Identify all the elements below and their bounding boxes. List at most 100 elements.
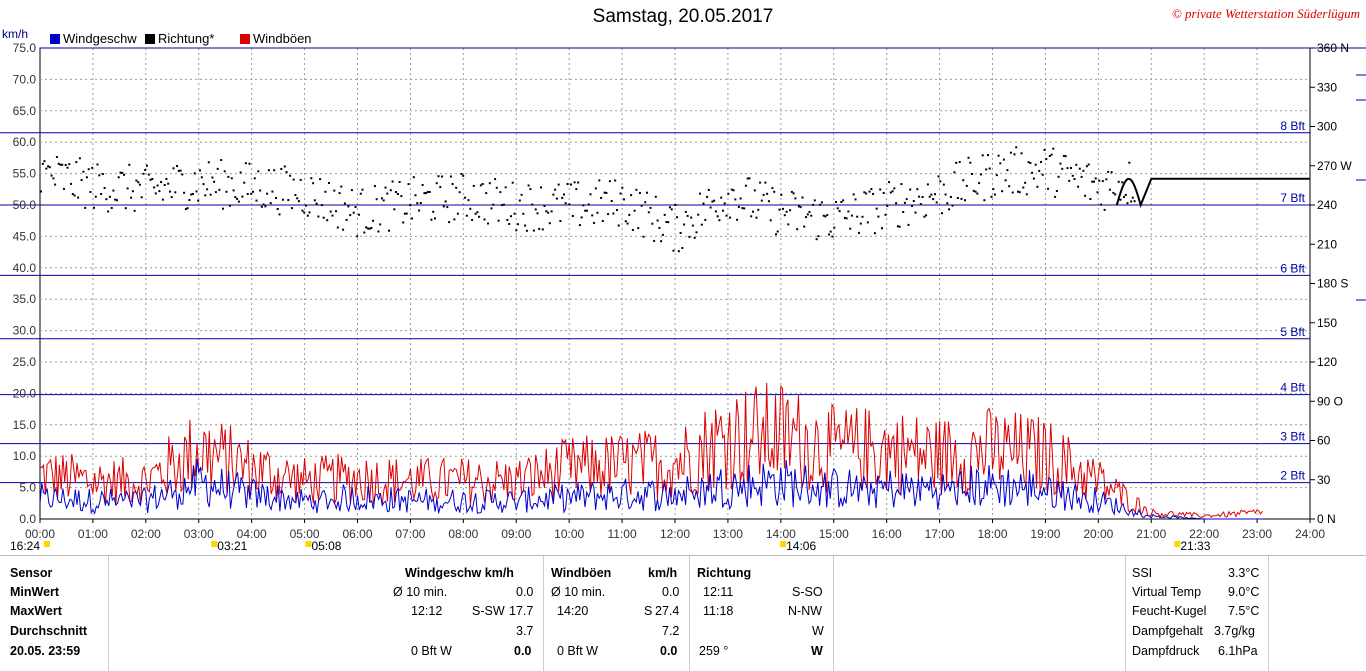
richtung-point: [891, 190, 894, 193]
richtung-point: [306, 214, 309, 217]
richtung-point: [379, 223, 382, 226]
wind-chart: 8 Bft 7 Bft 6 Bft 5 Bft 4 Bft 3 Bft 2 Bft 75.0 7…: [0, 41, 1366, 553]
richtung-point: [616, 209, 618, 211]
richtung-point: [508, 223, 511, 225]
richtung-point: [214, 191, 217, 194]
richtung-point: [1110, 171, 1113, 174]
x-tick-label: 14:00: [766, 527, 796, 541]
richtung-point: [1022, 186, 1025, 189]
richtung-point: [179, 169, 182, 172]
richtung-point: [207, 161, 210, 164]
richtung-point: [759, 181, 762, 184]
richtung-point: [253, 177, 256, 180]
richtung-point: [114, 198, 117, 201]
richtung-point: [840, 201, 843, 203]
richtung-point: [932, 198, 935, 201]
richtung-point: [395, 191, 398, 193]
richtung-point: [577, 181, 580, 184]
richtung-point: [674, 204, 677, 206]
richtung-point: [252, 190, 254, 193]
richtung-point: [956, 197, 959, 199]
y-tick-label: 5.0: [19, 481, 36, 495]
stats-extra-vtemp-label: Virtual Temp: [1132, 585, 1202, 599]
richtung-point: [1114, 193, 1117, 196]
y-tick-label: 30.0: [13, 324, 37, 338]
richtung-point: [1112, 191, 1115, 194]
richtung-point: [176, 165, 178, 167]
richtung-point: [780, 193, 783, 196]
richtung-point: [246, 193, 249, 195]
stats-gust-last-bft: 0 Bft W: [557, 644, 598, 658]
y-tick-label: 0.0: [19, 512, 36, 526]
richtung-point: [1119, 198, 1122, 201]
richtung-point: [1078, 167, 1081, 170]
richtung-point: [1070, 167, 1072, 169]
x-tick-label: 03:00: [184, 527, 214, 541]
y2-tick-label: 120: [1317, 355, 1337, 369]
richtung-point: [123, 173, 125, 176]
richtung-point: [1128, 161, 1131, 164]
richtung-point: [138, 183, 141, 186]
stats-extra-dampfdruck-label: Dampfdruck: [1132, 644, 1200, 658]
richtung-point: [435, 182, 438, 185]
series-windboeen-line: [39, 382, 1263, 519]
richtung-point: [119, 171, 122, 174]
richtung-point: [77, 196, 80, 199]
y-tick-label: 40.0: [13, 261, 37, 275]
richtung-point: [82, 170, 85, 173]
richtung-point: [762, 193, 765, 196]
richtung-point: [411, 217, 413, 220]
stats-wind-min-time: Ø 10 min.: [393, 585, 448, 599]
richtung-point: [803, 225, 806, 228]
richtung-point: [644, 201, 647, 204]
richtung-point: [460, 173, 463, 175]
y2-tick-label: 90 O: [1317, 394, 1343, 408]
richtung-point: [458, 191, 461, 194]
richtung-point: [1100, 203, 1102, 206]
richtung-point: [195, 190, 198, 193]
richtung-point: [421, 184, 424, 186]
richtung-point: [690, 216, 693, 219]
stats-table: Sensor MinWert MaxWert Durchschnitt 20.0…: [0, 555, 1366, 671]
richtung-point: [377, 230, 380, 233]
stats-gust-last-value: 0.0: [660, 644, 678, 658]
richtung-point: [976, 192, 979, 195]
event-time-label: 14:06: [786, 539, 816, 553]
richtung-point: [534, 208, 537, 211]
richtung-point: [750, 215, 753, 218]
richtung-point: [545, 210, 548, 213]
richtung-point: [723, 202, 726, 205]
richtung-point: [1107, 170, 1110, 173]
stats-gust-max-dir: S: [644, 604, 653, 618]
richtung-point: [352, 211, 355, 214]
richtung-point: [137, 181, 140, 184]
y2-tick-label: 150: [1317, 316, 1337, 330]
richtung-point: [858, 231, 860, 234]
richtung-point: [64, 164, 67, 166]
richtung-point: [442, 205, 445, 208]
stats-dir-min-time: 12:11: [703, 585, 734, 599]
series-richtung-tail: [1115, 177, 1310, 209]
stats-row-min: MinWert: [10, 585, 60, 599]
x-tick-label: 10:00: [554, 527, 584, 541]
richtung-point: [859, 222, 862, 225]
richtung-point: [241, 195, 244, 198]
richtung-point: [1101, 180, 1104, 183]
richtung-point: [930, 193, 933, 196]
richtung-point: [518, 199, 521, 202]
richtung-point: [918, 195, 921, 198]
richtung-point: [1025, 193, 1028, 196]
richtung-point: [269, 202, 272, 205]
richtung-point: [511, 181, 514, 184]
richtung-point: [342, 228, 345, 231]
richtung-point: [163, 184, 166, 186]
richtung-point: [923, 215, 926, 218]
richtung-point: [184, 208, 187, 211]
richtung-point: [962, 179, 965, 182]
richtung-point: [147, 173, 150, 176]
richtung-point: [985, 168, 988, 171]
stats-wind-last-bft: 0 Bft W: [411, 644, 452, 658]
richtung-point: [676, 216, 678, 219]
richtung-point: [805, 216, 807, 219]
richtung-point: [381, 197, 383, 200]
